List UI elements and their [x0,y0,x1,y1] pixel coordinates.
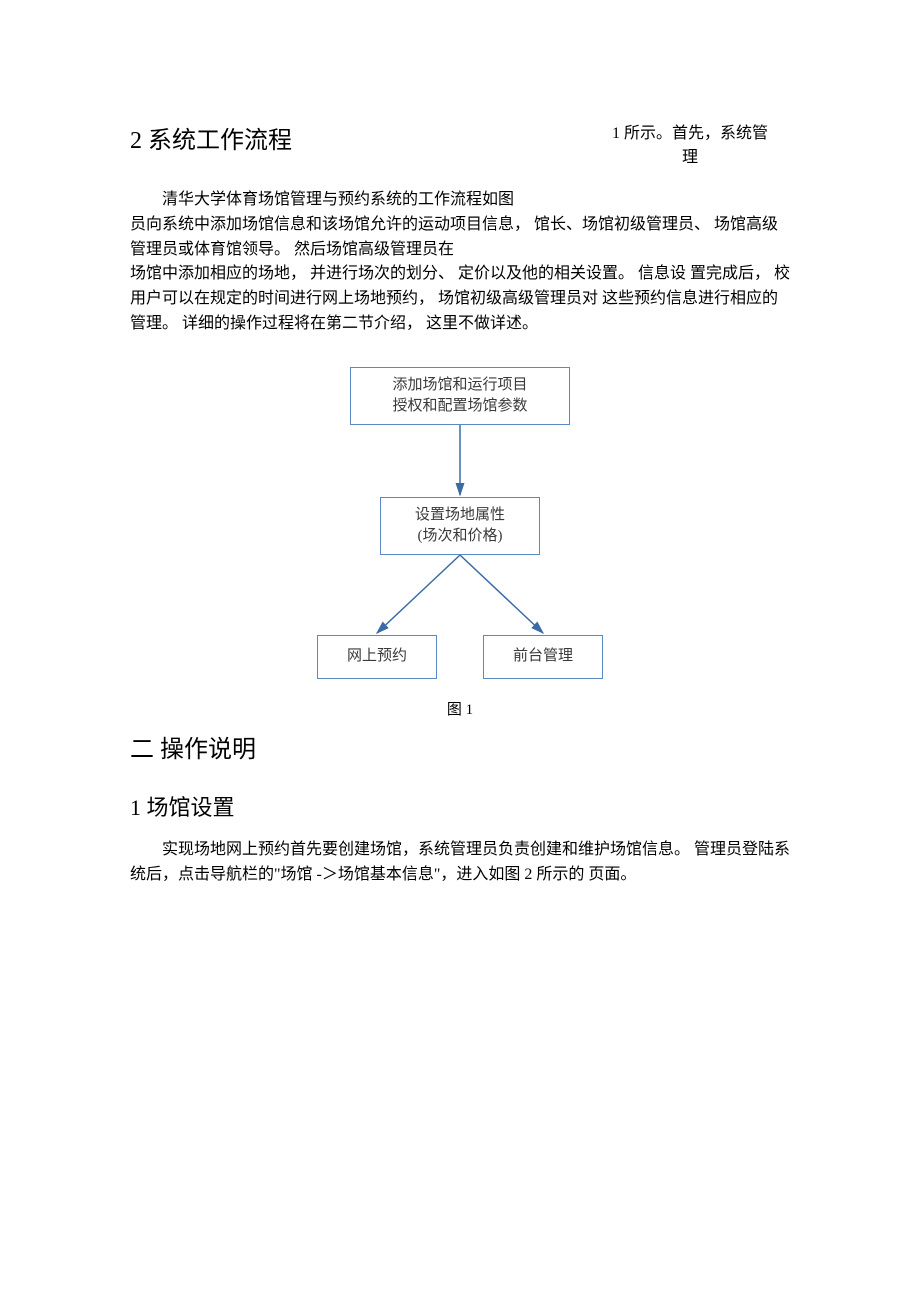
flowchart: 添加场馆和运行项目授权和配置场馆参数设置场地属性(场次和价格) 网上预约 前台管理 [305,367,615,692]
top-right-fragment: 1 所示。首先，系统管 理 [590,120,790,170]
flowchart-box-b3: 网上预约 [317,635,437,679]
section-2-heading: 2 系统工作流程 [130,120,292,155]
flowchart-arrow-2 [460,555,543,633]
top-right-line2: 理 [682,149,698,166]
flowchart-box-b1: 添加场馆和运行项目授权和配置场馆参数 [350,367,570,425]
para1-body-a: 员向系统中添加场馆信息和该场馆允许的运动项目信息， 馆长、场馆初级管理员、 场馆… [130,213,790,263]
flowchart-arrow-1 [377,555,460,633]
para1-body-b: 场馆中添加相应的场地， 并进行场次的划分、 定价以及他的相关设置。 信息设 置完… [130,262,790,336]
top-right-line1: 1 所示。首先，系统管 [612,125,768,142]
para1-first-line: 清华大学体育场馆管理与预约系统的工作流程如图 [130,188,790,213]
sub1-heading: 1 场馆设置 [130,790,790,822]
para2: 实现场地网上预约首先要创建场馆，系统管理员负责创建和维护场馆信息。 管理员登陆系… [130,838,790,888]
part2-heading: 二 操作说明 [130,729,790,764]
flowchart-box-b2: 设置场地属性(场次和价格) [380,497,540,555]
figure-caption: 图 1 [130,698,790,719]
flowchart-box-b4: 前台管理 [483,635,603,679]
